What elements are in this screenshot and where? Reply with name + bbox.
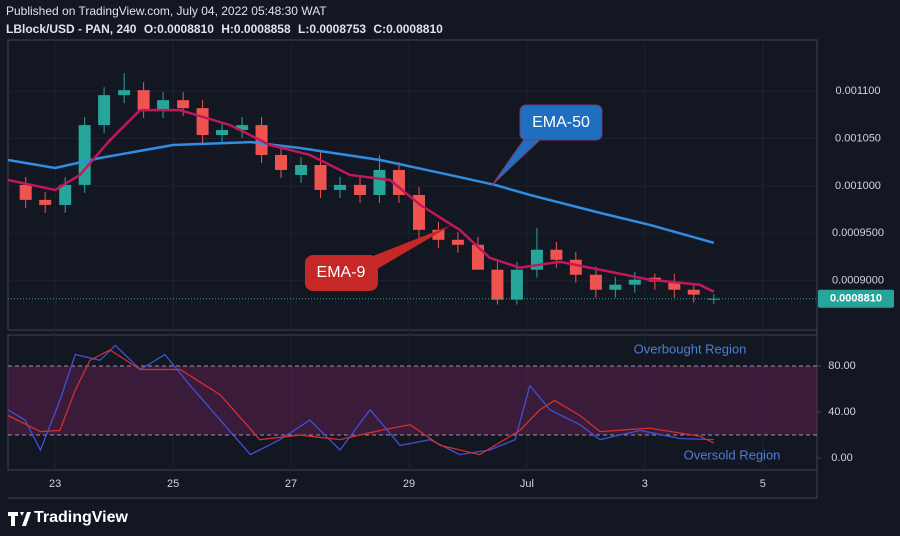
candle-body	[451, 239, 464, 245]
last-price-box	[818, 289, 894, 308]
symbol: LBlock/USD - PAN, 240	[6, 22, 137, 36]
last-price-label: 0.0008810	[830, 293, 882, 305]
candle-body	[550, 249, 563, 260]
candle-body	[236, 125, 249, 131]
candle-body	[589, 274, 602, 290]
ohlc-key: O:	[144, 22, 157, 36]
x-tick-label: 5	[760, 478, 766, 490]
y-tick-label: 0.001050	[835, 132, 881, 144]
candle-body	[687, 289, 700, 295]
callout-box	[305, 255, 378, 291]
callout-pointer	[368, 225, 452, 272]
x-tick-label: Jul	[520, 478, 534, 490]
candle-body	[157, 100, 170, 111]
candle-body	[137, 90, 150, 111]
ohlc-value: 0.0008810	[386, 22, 443, 36]
callout-label: EMA-50	[532, 114, 590, 131]
candle-body	[491, 269, 504, 300]
candle-body	[668, 281, 681, 290]
rsi-line	[7, 344, 714, 456]
ema-line	[7, 140, 715, 245]
candle-body	[314, 165, 327, 190]
ohlc-key: C:	[373, 22, 386, 36]
y-tick-label: 0.00	[831, 452, 852, 464]
brand-logo: TradingView	[8, 509, 129, 526]
candle-body	[19, 184, 32, 200]
candle-body	[118, 90, 131, 96]
candle-body	[510, 269, 523, 300]
callout-box	[519, 104, 603, 141]
candle-body	[275, 154, 288, 170]
candle-body	[628, 279, 641, 285]
candle-body	[39, 199, 52, 205]
x-tick-label: 29	[403, 478, 415, 490]
y-tick-label: 0.001000	[835, 180, 881, 192]
candle-body	[333, 184, 346, 190]
y-tick-label: 0.001100	[835, 85, 880, 97]
candle-body	[196, 108, 209, 136]
callout-label: EMA-9	[317, 264, 366, 281]
candle-body	[98, 95, 111, 126]
candle-body	[432, 229, 445, 240]
candle-body	[412, 194, 425, 230]
candle-body	[354, 184, 367, 195]
annotation: Oversold Region	[684, 447, 781, 462]
ema-9-callout: EMA-9	[305, 225, 452, 291]
ema-50-callout: EMA-50	[491, 104, 603, 186]
candle-body	[569, 259, 582, 275]
ohlc-value: 0.0008858	[234, 22, 291, 36]
candle-body	[78, 125, 91, 185]
published-line: Published on TradingView.com, July 04, 2…	[6, 4, 327, 18]
annotation: Overbought Region	[634, 341, 747, 356]
ema-line	[7, 108, 715, 293]
y-tick-label: 40.00	[828, 406, 856, 418]
ohlc-key: L:	[298, 22, 309, 36]
y-tick-label: 0.0009000	[832, 275, 884, 287]
ohlc-value: 0.0008810	[157, 22, 214, 36]
logo-icon	[8, 512, 31, 526]
x-tick-label: 27	[285, 478, 297, 490]
candle-body	[373, 169, 386, 195]
rsi-line	[7, 349, 715, 456]
x-tick-label: 3	[642, 478, 648, 490]
candle-body	[295, 165, 308, 175]
candle-body	[216, 130, 229, 136]
ohlc-key: H:	[221, 22, 234, 36]
rsi-band	[8, 366, 817, 436]
y-tick-label: 0.0009500	[832, 227, 884, 239]
brand-name: TradingView	[34, 509, 129, 526]
x-tick-label: 25	[167, 478, 179, 490]
y-tick-label: 80.00	[828, 360, 856, 372]
x-tick-label: 23	[49, 478, 61, 490]
symbol-line: LBlock/USD - PAN, 240 O:0.0008810 H:0.00…	[6, 22, 443, 36]
candle-body	[471, 244, 484, 270]
candle-body	[177, 100, 190, 109]
plot: 23 25 27 29 Jul 3 5 0.001100 0.001050 0.001000 0.0…	[7, 40, 894, 490]
ohlc-value: 0.0008753	[309, 22, 366, 36]
candle-body	[59, 184, 72, 205]
candle-body	[609, 284, 622, 290]
